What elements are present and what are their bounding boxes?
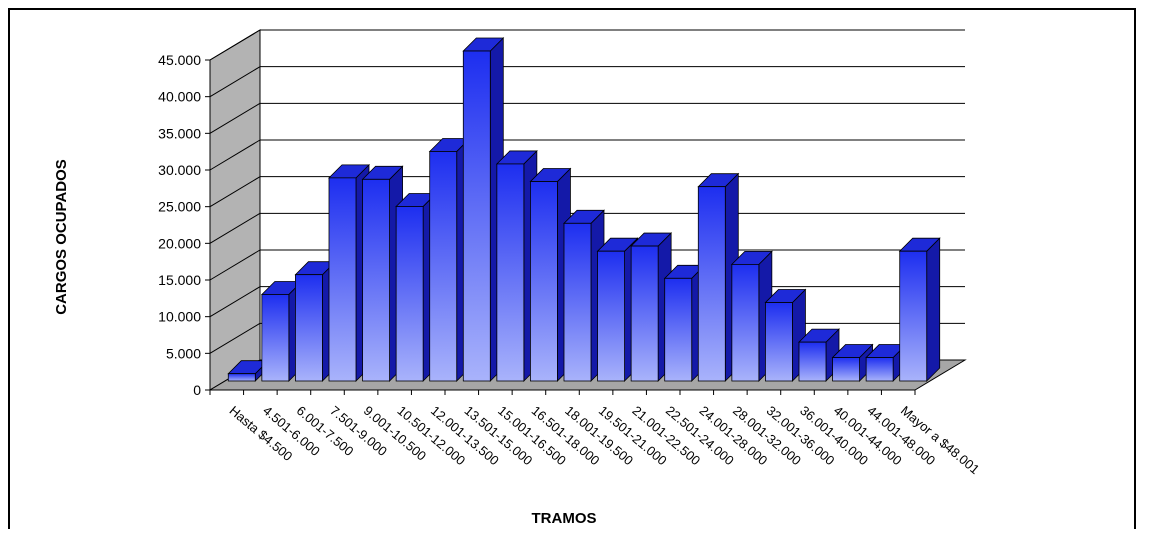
bar xyxy=(798,328,840,382)
chart-frame xyxy=(8,8,1136,529)
gridline-diagonal xyxy=(209,322,261,354)
bar xyxy=(328,163,370,382)
y-tick-label: 0 xyxy=(193,382,201,398)
gridline-diagonal xyxy=(209,286,261,318)
bar-front xyxy=(731,263,760,382)
y-axis: 0 5.000 10.000 15.000 20.000 25.000 30.000 35.0… xyxy=(158,52,211,398)
y-tick-label: 35.000 xyxy=(158,125,201,141)
bar xyxy=(865,343,908,382)
bar-front xyxy=(832,357,860,382)
bar-front xyxy=(899,250,928,382)
gridline-diagonal xyxy=(209,139,261,171)
y-tick-label: 5.000 xyxy=(166,345,201,361)
bar-front xyxy=(765,302,793,382)
bar-front xyxy=(865,357,894,382)
y-tick-label: 25.000 xyxy=(158,199,201,215)
gridline-diagonal xyxy=(209,66,261,98)
bar-front xyxy=(295,274,323,382)
x-axis: Hasta $4.5004.501-6.0006.001-7.5007.501-… xyxy=(209,389,982,477)
gridline-diagonal xyxy=(209,29,261,61)
gridline-diagonal xyxy=(209,176,261,208)
x-axis-title: TRAMOS xyxy=(532,510,597,527)
bar-front xyxy=(496,163,525,382)
y-tick-label: 30.000 xyxy=(158,162,201,178)
y-tick-label: 45.000 xyxy=(158,52,201,68)
side-wall xyxy=(209,29,261,391)
bar-front xyxy=(429,151,458,382)
y-tick-label: 15.000 xyxy=(158,272,201,288)
bar-front xyxy=(563,222,592,382)
bar-front xyxy=(697,186,726,382)
bar-front xyxy=(227,373,256,382)
gridline-diagonal xyxy=(209,249,261,281)
bar-front xyxy=(630,245,659,382)
bars xyxy=(227,37,941,382)
bar-front xyxy=(530,181,558,382)
y-tick-label: 20.000 xyxy=(158,235,201,251)
y-tick-label: 40.000 xyxy=(158,89,201,105)
gridline-diagonal xyxy=(209,212,261,244)
bar-front xyxy=(395,206,424,382)
bar xyxy=(730,250,773,382)
y-axis-title: CARGOS OCUPADOS xyxy=(53,159,70,315)
bar-front xyxy=(462,50,491,382)
bar-front xyxy=(362,178,390,382)
bar-side xyxy=(926,237,941,382)
bar xyxy=(898,237,941,382)
bar-front xyxy=(664,277,693,382)
gridline-diagonal xyxy=(209,102,261,134)
bar-front xyxy=(597,250,625,382)
bar-front xyxy=(798,341,827,382)
y-tick-label: 10.000 xyxy=(158,309,201,325)
bar-front xyxy=(328,177,357,382)
bar-front xyxy=(261,294,290,382)
